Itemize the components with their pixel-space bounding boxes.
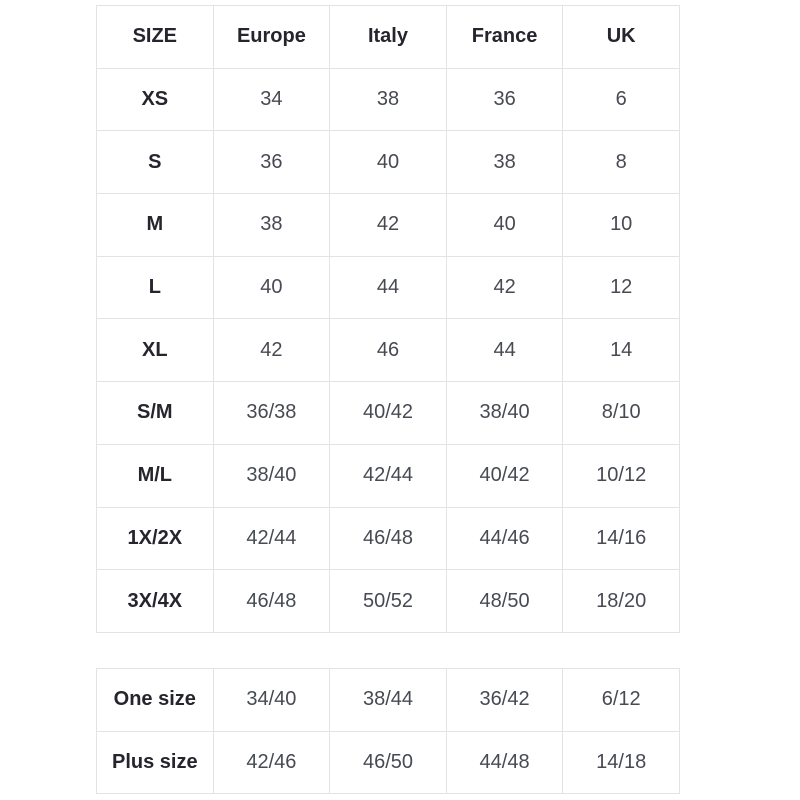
- france-value-cell: 36: [445, 67, 564, 132]
- uk-value-cell: 6/12: [562, 667, 680, 732]
- europe-value-cell: 34/40: [212, 667, 331, 732]
- table-row: XS 34 38 36 6: [96, 67, 680, 132]
- france-value-cell: 36/42: [445, 667, 564, 732]
- europe-value-cell: 38: [212, 193, 331, 257]
- column-header-france: France: [445, 5, 564, 69]
- size-label-cell: L: [96, 255, 214, 320]
- france-value-cell: 40/42: [445, 443, 564, 508]
- table-row: XL 42 46 44 14: [96, 318, 680, 383]
- france-value-cell: 48/50: [445, 569, 564, 633]
- italy-value-cell: 40/42: [329, 381, 447, 445]
- table-row: L 40 44 42 12: [96, 255, 680, 320]
- italy-value-cell: 38: [329, 67, 447, 132]
- italy-value-cell: 44: [329, 255, 447, 320]
- table-header-row: SIZE Europe Italy France UK: [96, 5, 680, 69]
- size-label-cell: S: [96, 130, 214, 195]
- uk-value-cell: 18/20: [562, 569, 680, 633]
- size-conversion-table: SIZE Europe Italy France UK XS 34 38 36 …: [96, 5, 680, 633]
- column-header-europe: Europe: [212, 5, 331, 69]
- size-label-cell: One size: [96, 667, 214, 732]
- europe-value-cell: 40: [212, 255, 331, 320]
- size-label-cell: XL: [96, 318, 214, 383]
- uk-value-cell: 14/18: [562, 730, 680, 795]
- france-value-cell: 44: [445, 318, 564, 383]
- uk-value-cell: 10: [562, 193, 680, 257]
- size-label-cell: M: [96, 193, 214, 257]
- uk-value-cell: 8: [562, 130, 680, 195]
- size-label-cell: Plus size: [96, 730, 214, 795]
- uk-value-cell: 6: [562, 67, 680, 132]
- size-label-cell: XS: [96, 67, 214, 132]
- france-value-cell: 44/48: [445, 730, 564, 795]
- italy-value-cell: 46/50: [329, 730, 447, 795]
- italy-value-cell: 40: [329, 130, 447, 195]
- table-row: 3X/4X 46/48 50/52 48/50 18/20: [96, 569, 680, 633]
- table-row: S/M 36/38 40/42 38/40 8/10: [96, 381, 680, 445]
- europe-value-cell: 42/46: [212, 730, 331, 795]
- size-label-cell: 1X/2X: [96, 506, 214, 571]
- europe-value-cell: 42/44: [212, 506, 331, 571]
- france-value-cell: 42: [445, 255, 564, 320]
- italy-value-cell: 46: [329, 318, 447, 383]
- italy-value-cell: 42: [329, 193, 447, 257]
- table-row: M/L 38/40 42/44 40/42 10/12: [96, 443, 680, 508]
- europe-value-cell: 42: [212, 318, 331, 383]
- size-label-cell: S/M: [96, 381, 214, 445]
- column-header-size: SIZE: [96, 5, 214, 69]
- size-label-cell: 3X/4X: [96, 569, 214, 633]
- europe-value-cell: 46/48: [212, 569, 331, 633]
- france-value-cell: 38/40: [445, 381, 564, 445]
- italy-value-cell: 42/44: [329, 443, 447, 508]
- italy-value-cell: 46/48: [329, 506, 447, 571]
- column-header-uk: UK: [562, 5, 680, 69]
- europe-value-cell: 38/40: [212, 443, 331, 508]
- column-header-italy: Italy: [329, 5, 447, 69]
- special-sizes-table: One size 34/40 38/44 36/42 6/12 Plus siz…: [96, 667, 680, 795]
- uk-value-cell: 14: [562, 318, 680, 383]
- table-row: 1X/2X 42/44 46/48 44/46 14/16: [96, 506, 680, 571]
- france-value-cell: 38: [445, 130, 564, 195]
- europe-value-cell: 36: [212, 130, 331, 195]
- table-row: M 38 42 40 10: [96, 193, 680, 257]
- table-row: Plus size 42/46 46/50 44/48 14/18: [96, 730, 680, 795]
- europe-value-cell: 34: [212, 67, 331, 132]
- uk-value-cell: 8/10: [562, 381, 680, 445]
- size-label-cell: M/L: [96, 443, 214, 508]
- uk-value-cell: 12: [562, 255, 680, 320]
- table-gap-spacer: [96, 633, 800, 668]
- france-value-cell: 40: [445, 193, 564, 257]
- table-row: One size 34/40 38/44 36/42 6/12: [96, 667, 680, 732]
- table-row: S 36 40 38 8: [96, 130, 680, 195]
- europe-value-cell: 36/38: [212, 381, 331, 445]
- italy-value-cell: 50/52: [329, 569, 447, 633]
- france-value-cell: 44/46: [445, 506, 564, 571]
- uk-value-cell: 10/12: [562, 443, 680, 508]
- italy-value-cell: 38/44: [329, 667, 447, 732]
- uk-value-cell: 14/16: [562, 506, 680, 571]
